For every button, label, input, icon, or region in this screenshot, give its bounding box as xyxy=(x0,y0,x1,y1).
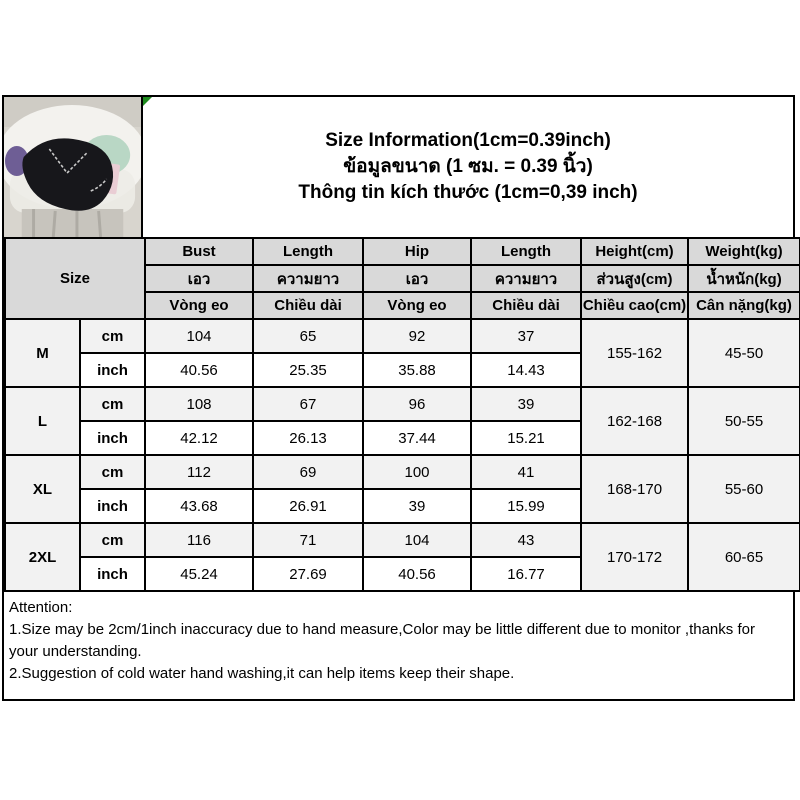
header-section: Size Information(1cm=0.39inch) ข้อมูลขนา… xyxy=(4,97,793,237)
l-bust-inch: 42.12 xyxy=(144,420,255,456)
xl-weight-range: 55-60 xyxy=(687,454,800,524)
attention-note-1: 1.Size may be 2cm/1inch inaccuracy due t… xyxy=(9,621,755,660)
size-label-2xl: 2XL xyxy=(4,522,81,592)
header-length-en: Length xyxy=(252,237,365,266)
header-length2-vi: Chiều dài xyxy=(470,291,583,320)
m-height-range: 155-162 xyxy=(580,318,690,388)
title-vietnamese: Thông tin kích thước (1cm=0,39 inch) xyxy=(298,182,638,203)
l-hip-inch: 37.44 xyxy=(362,420,473,456)
l-height-range: 162-168 xyxy=(580,386,690,456)
xl-hip-cm: 100 xyxy=(362,454,473,490)
header-hip-th: เอว xyxy=(362,264,473,293)
2xl-bust-inch: 45.24 xyxy=(144,556,255,592)
attention-section: Attention: 1.Size may be 2cm/1inch inacc… xyxy=(4,592,793,685)
2xl-length2-cm: 43 xyxy=(470,522,583,558)
m-hip-inch: 35.88 xyxy=(362,352,473,388)
unit-inch: inch xyxy=(78,352,147,388)
header-hip-vi: Vòng eo xyxy=(362,291,473,320)
2xl-weight-range: 60-65 xyxy=(687,522,800,592)
row-xl-cm: XL cm 112 69 100 41 168-170 55-60 xyxy=(4,454,800,524)
unit-inch: inch xyxy=(78,488,147,524)
header-height-vi: Chiều cao(cm) xyxy=(580,291,690,320)
2xl-bust-cm: 116 xyxy=(144,522,255,558)
cell-corner-marker-icon xyxy=(143,97,152,106)
header-weight-th: น้ำหนัก(kg) xyxy=(687,264,800,293)
title-english: Size Information(1cm=0.39inch) xyxy=(325,130,611,151)
m-bust-cm: 104 xyxy=(144,318,255,354)
xl-length2-inch: 15.99 xyxy=(470,488,583,524)
unit-cm: cm xyxy=(78,522,147,558)
m-hip-cm: 92 xyxy=(362,318,473,354)
size-label-xl: XL xyxy=(4,454,81,524)
size-label-m: M xyxy=(4,318,81,388)
header-bust-th: เอว xyxy=(144,264,255,293)
2xl-length-cm: 71 xyxy=(252,522,365,558)
row-m-inch: inch 40.56 25.35 35.88 14.43 xyxy=(5,352,800,388)
header-row-thai: เอว ความยาว เอว ความยาว ส่วนสูง(cm) น้ำห… xyxy=(5,264,800,293)
xl-bust-inch: 43.68 xyxy=(144,488,255,524)
header-weight-en: Weight(kg) xyxy=(687,237,800,266)
header-length-vi: Chiều dài xyxy=(252,291,365,320)
size-chart-panel: Size Information(1cm=0.39inch) ข้อมูลขนา… xyxy=(2,95,800,701)
header-length2-th: ความยาว xyxy=(470,264,583,293)
l-weight-range: 50-55 xyxy=(687,386,800,456)
2xl-height-range: 170-172 xyxy=(580,522,690,592)
header-length2-en: Length xyxy=(470,237,583,266)
l-hip-cm: 96 xyxy=(362,386,473,422)
xl-length2-cm: 41 xyxy=(470,454,583,490)
xl-length-cm: 69 xyxy=(252,454,365,490)
size-table: Size Bust Length Hip Length Height(cm) W… xyxy=(3,237,800,592)
m-bust-inch: 40.56 xyxy=(144,352,255,388)
l-length-inch: 26.13 xyxy=(252,420,365,456)
xl-hip-inch: 39 xyxy=(362,488,473,524)
title-block: Size Information(1cm=0.39inch) ข้อมูลขนา… xyxy=(143,97,793,237)
header-row-english: Size Bust Length Hip Length Height(cm) W… xyxy=(3,237,800,320)
header-hip-en: Hip xyxy=(362,237,473,266)
unit-cm: cm xyxy=(78,386,147,422)
m-length2-inch: 14.43 xyxy=(470,352,583,388)
l-bust-cm: 108 xyxy=(144,386,255,422)
row-m-cm: M cm 104 65 92 37 155-162 45-50 xyxy=(4,318,800,388)
header-height-en: Height(cm) xyxy=(580,237,690,266)
row-l-inch: inch 42.12 26.13 37.44 15.21 xyxy=(5,420,800,456)
l-length2-inch: 15.21 xyxy=(470,420,583,456)
size-header-cell: Size xyxy=(3,237,147,320)
unit-inch: inch xyxy=(78,420,147,456)
2xl-hip-cm: 104 xyxy=(362,522,473,558)
xl-height-range: 168-170 xyxy=(580,454,690,524)
title-thai: ข้อมูลขนาด (1 ซม. = 0.39 นิ้ว) xyxy=(343,156,593,177)
m-length-cm: 65 xyxy=(252,318,365,354)
header-row-vietnamese: Vòng eo Chiều dài Vòng eo Chiều dài Chiề… xyxy=(5,291,800,320)
row-xl-inch: inch 43.68 26.91 39 15.99 xyxy=(5,488,800,524)
m-weight-range: 45-50 xyxy=(687,318,800,388)
row-l-cm: L cm 108 67 96 39 162-168 50-55 xyxy=(4,386,800,456)
unit-inch: inch xyxy=(78,556,147,592)
unit-cm: cm xyxy=(78,318,147,354)
m-length2-cm: 37 xyxy=(470,318,583,354)
m-length-inch: 25.35 xyxy=(252,352,365,388)
header-height-th: ส่วนสูง(cm) xyxy=(580,264,690,293)
attention-heading: Attention: xyxy=(9,599,73,616)
product-photo xyxy=(4,97,143,237)
2xl-length2-inch: 16.77 xyxy=(470,556,583,592)
header-bust-en: Bust xyxy=(144,237,255,266)
unit-cm: cm xyxy=(78,454,147,490)
header-bust-vi: Vòng eo xyxy=(144,291,255,320)
xl-length-inch: 26.91 xyxy=(252,488,365,524)
header-length-th: ความยาว xyxy=(252,264,365,293)
attention-note-2: 2.Suggestion of cold water hand washing,… xyxy=(9,665,515,682)
row-2xl-cm: 2XL cm 116 71 104 43 170-172 60-65 xyxy=(4,522,800,592)
2xl-hip-inch: 40.56 xyxy=(362,556,473,592)
xl-bust-cm: 112 xyxy=(144,454,255,490)
row-2xl-inch: inch 45.24 27.69 40.56 16.77 xyxy=(5,556,800,592)
product-photo-illustration xyxy=(4,97,141,237)
l-length2-cm: 39 xyxy=(470,386,583,422)
l-length-cm: 67 xyxy=(252,386,365,422)
2xl-length-inch: 27.69 xyxy=(252,556,365,592)
size-label-l: L xyxy=(4,386,81,456)
header-weight-vi: Cân nặng(kg) xyxy=(687,291,800,320)
